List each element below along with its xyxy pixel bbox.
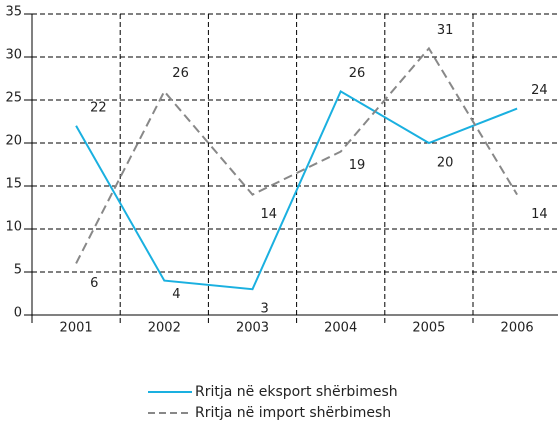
series-line: [75, 89, 518, 291]
data-label: 6: [90, 276, 98, 291]
data-label: 19: [349, 158, 366, 173]
x-tick-label: 2002: [148, 321, 181, 336]
series-line: [75, 46, 518, 264]
y-tick-label: 20: [5, 134, 22, 149]
data-label: 31: [437, 23, 454, 38]
x-tick-label: 2001: [60, 321, 93, 336]
data-label: 26: [172, 66, 189, 81]
y-tick-label: 0: [14, 306, 22, 321]
x-tick-label: 2005: [412, 321, 445, 336]
y-tick-label: 10: [5, 220, 22, 235]
x-tick-label: 2006: [501, 321, 534, 336]
data-label: 14: [531, 207, 548, 222]
legend-label: Rritja në eksport shërbimesh: [195, 384, 398, 400]
data-label: 24: [531, 83, 548, 98]
y-tick-label: 5: [14, 263, 22, 278]
x-tick-label: 2004: [324, 321, 357, 336]
data-label: 4: [172, 287, 180, 302]
legend-label: Rritja në import shërbimesh: [195, 405, 391, 421]
data-label: 20: [437, 156, 454, 171]
data-label: 22: [90, 100, 107, 115]
y-tick-label: 35: [5, 5, 22, 20]
data-label: 14: [261, 207, 278, 222]
y-tick-label: 15: [5, 177, 22, 192]
y-tick-label: 25: [5, 91, 22, 106]
x-tick-label: 2003: [236, 321, 269, 336]
data-label: 26: [349, 66, 366, 81]
data-label: 3: [261, 302, 269, 317]
y-tick-label: 30: [5, 48, 22, 63]
